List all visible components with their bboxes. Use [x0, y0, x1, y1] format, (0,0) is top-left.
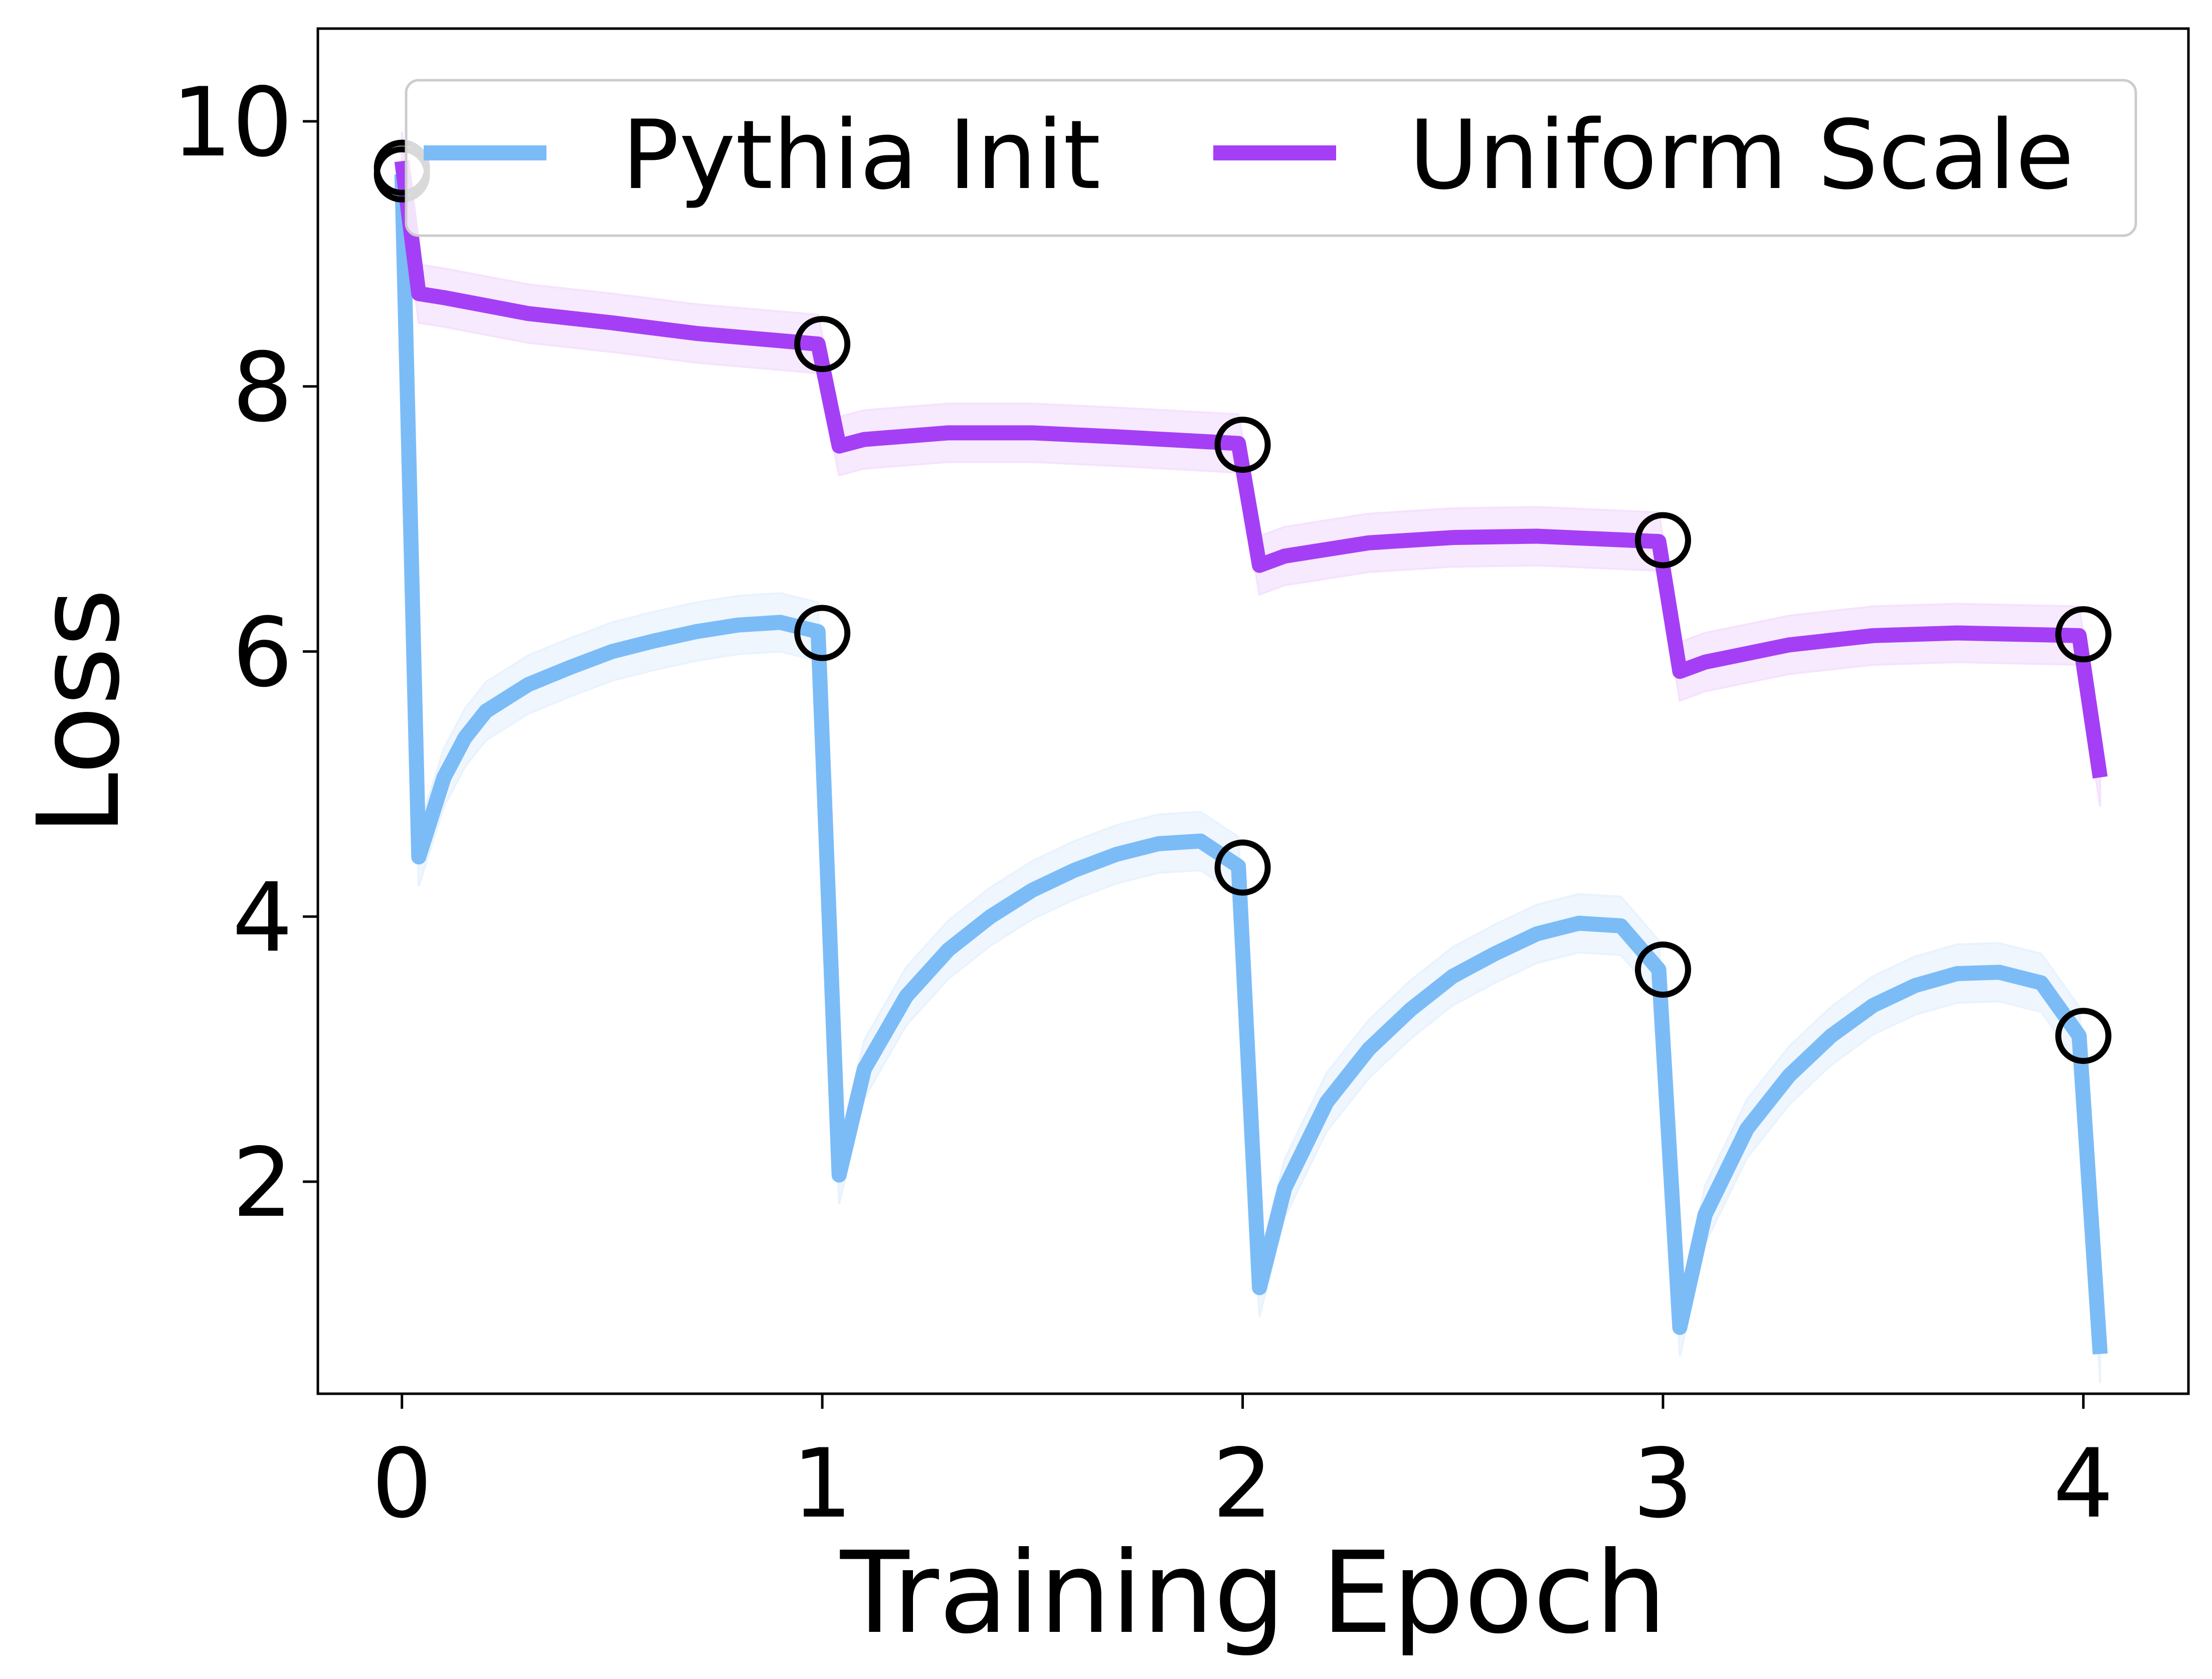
- marker-uniform-scale-4: [2055, 606, 2112, 663]
- marker-uniform-scale-2: [1214, 417, 1271, 473]
- x-tick-label-0: 0: [372, 1428, 432, 1539]
- epoch-markers: [374, 139, 2112, 1064]
- y-tick-label-2: 6: [232, 598, 293, 708]
- x-tick-label-1: 1: [792, 1428, 853, 1539]
- y-tick-label-0: 2: [232, 1128, 293, 1238]
- x-tick-label-2: 2: [1212, 1428, 1273, 1539]
- line-pythia-init: [394, 174, 2108, 1355]
- marker-pythia-init-4: [2055, 1008, 2112, 1064]
- legend-label-uniform-scale: Uniform Scale: [1409, 100, 2074, 211]
- y-axis-ticks: 2 4 6 8 10: [171, 67, 318, 1238]
- marker-pythia-init-3: [1634, 942, 1691, 998]
- x-tick-label-3: 3: [1633, 1428, 1694, 1539]
- x-axis-ticks: 0 1 2 3 4: [372, 1394, 2114, 1539]
- y-tick-label-4: 10: [171, 67, 293, 178]
- marker-uniform-scale-3: [1634, 512, 1691, 569]
- x-tick-label-4: 4: [2053, 1428, 2114, 1539]
- y-tick-label-1: 4: [232, 862, 293, 973]
- marker-pythia-init-2: [1214, 839, 1271, 896]
- plot-frame: [316, 27, 2190, 1395]
- y-axis-label: Loss: [14, 588, 145, 836]
- marker-pythia-init-1: [794, 605, 851, 661]
- legend-label-pythia-init: Pythia Init: [622, 100, 1100, 211]
- line-uniform-scale: [394, 160, 2108, 779]
- x-axis-label: Training Epoch: [840, 1528, 1667, 1659]
- legend: Pythia Init Uniform Scale: [405, 79, 2137, 237]
- y-tick-label-3: 8: [232, 332, 293, 443]
- series-lines: [394, 160, 2108, 1355]
- marker-uniform-scale-1: [794, 316, 851, 372]
